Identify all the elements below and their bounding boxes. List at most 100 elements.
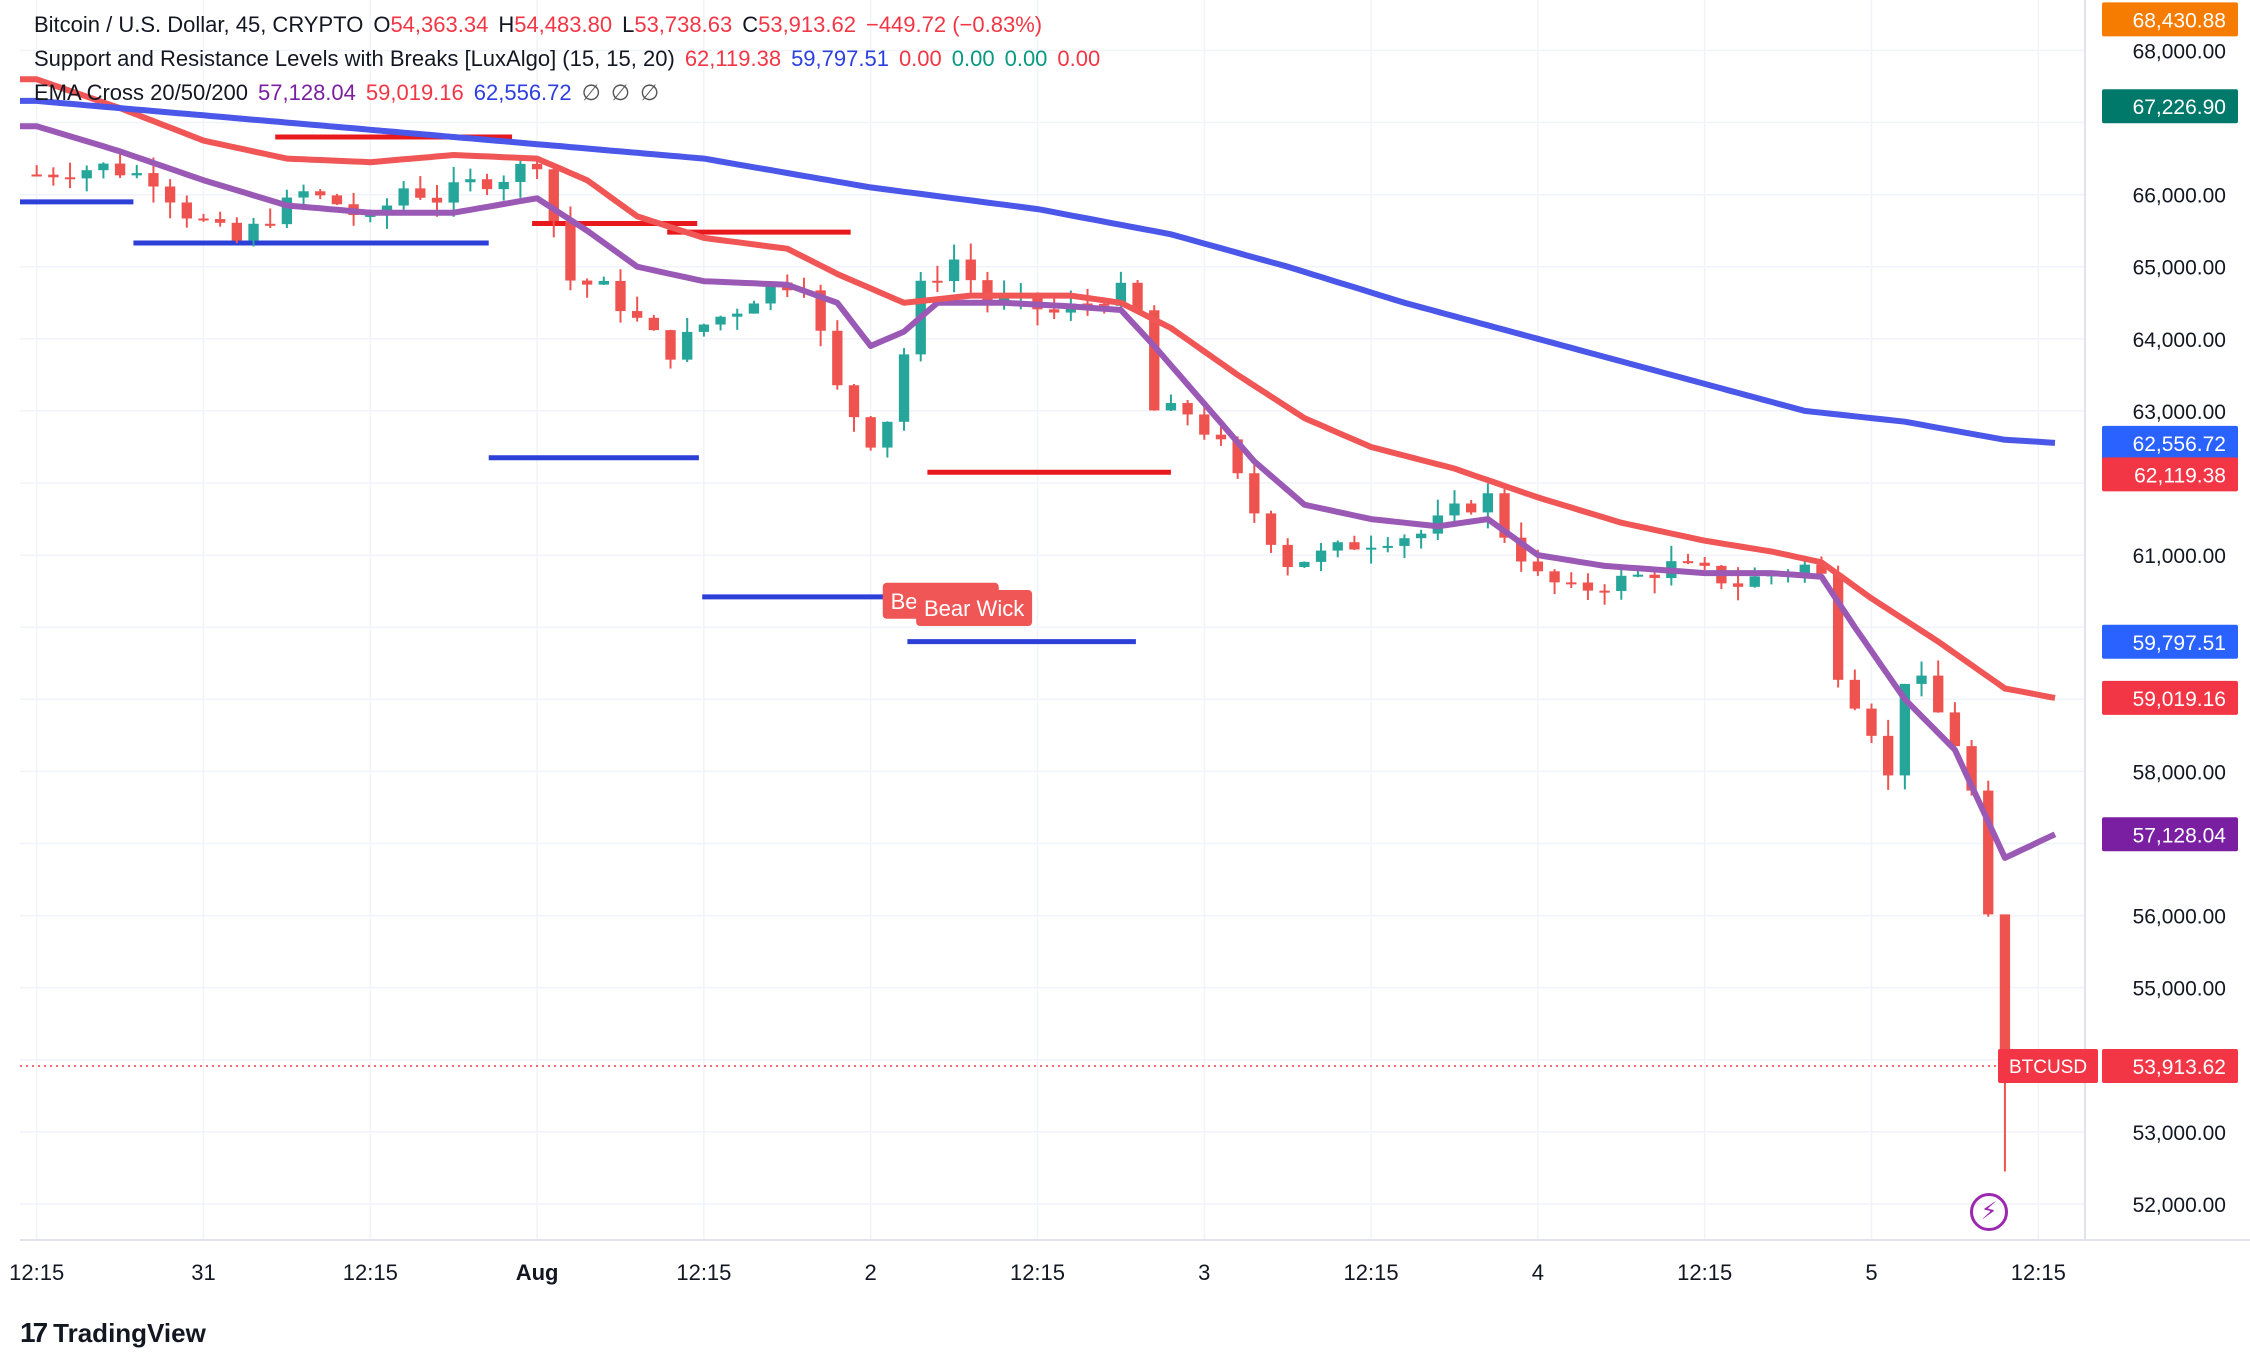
candle-body <box>1933 675 1944 713</box>
candle-body <box>1516 537 1527 562</box>
price-badge <box>2102 1048 2238 1083</box>
candle-body <box>548 169 559 221</box>
candle-body <box>1299 561 1310 567</box>
candle-body <box>1883 735 1894 776</box>
ema-empty-3: ∅ <box>639 80 660 105</box>
candle-body <box>1832 573 1844 680</box>
candle-body <box>882 421 893 448</box>
candle-body <box>214 219 226 223</box>
candle-body <box>1332 542 1343 551</box>
candle-body <box>1582 582 1594 591</box>
candle-body <box>1365 547 1377 550</box>
candle-body <box>1282 544 1293 567</box>
candle-body <box>1215 434 1227 440</box>
price-badge-label: 59,019.16 <box>2133 688 2226 711</box>
sr-value-3: 0.00 <box>898 46 942 71</box>
y-tick-label: 68,000.00 <box>2133 40 2226 63</box>
candle-body <box>1816 564 1827 574</box>
candle-body <box>148 173 159 187</box>
bear-wick-label: Bear Wick <box>916 590 1033 626</box>
candle-body <box>1232 439 1243 474</box>
y-tick-label: 61,000.00 <box>2133 545 2226 568</box>
x-tick-label: 4 <box>1532 1260 1544 1285</box>
ema-empty-1: ∅ <box>581 80 601 105</box>
y-tick-label: 52,000.00 <box>2133 1194 2226 1217</box>
x-axis-ticks: 12:15 31 12:15 Aug 12:15 2 12:15 3 12:15 4 12:15 5 1… <box>9 1260 2066 1285</box>
candle-body <box>1466 503 1477 513</box>
candle-body <box>1249 473 1260 514</box>
close-value: C53,913.62 <box>742 12 856 37</box>
legend-indicator-ema[interactable]: EMA Cross 20/50/200 57,128.04 59,019.16 … <box>34 76 1100 110</box>
x-tick-label: 5 <box>1865 1260 1877 1285</box>
candle-body <box>1182 403 1193 415</box>
symbol-badge-label: BTCUSD <box>2009 1057 2087 1078</box>
candle-body <box>31 174 42 177</box>
candle-body <box>815 290 826 331</box>
lightning-icon[interactable]: ⚡ <box>1970 1193 2008 1231</box>
indicator-sr-name[interactable]: Support and Resistance Levels with Break… <box>34 46 675 71</box>
open-value: O54,363.34 <box>373 12 489 37</box>
tradingview-brand[interactable]: 17 TradingView <box>20 1317 206 1349</box>
candle-body <box>1082 303 1093 306</box>
price-badges: 68,430.88 67,226.90 62,556.72 62,119.38 59,7… <box>2102 2 2238 1083</box>
candle-body <box>1099 303 1110 306</box>
candle-body <box>1549 571 1560 583</box>
candle-body <box>848 385 860 418</box>
legend-indicator-sr[interactable]: Support and Resistance Levels with Break… <box>34 42 1100 76</box>
candle-body <box>865 417 876 448</box>
y-tick-label: 58,000.00 <box>2133 761 2226 784</box>
price-badge <box>2102 624 2238 659</box>
candle-body <box>1649 574 1660 579</box>
ema200-line <box>20 97 2056 446</box>
x-tick-label: 31 <box>191 1260 215 1285</box>
y-tick-label: 56,000.00 <box>2133 906 2226 929</box>
tradingview-logo-icon: 17 <box>20 1317 48 1348</box>
candle-body <box>1382 545 1393 548</box>
candle-body <box>682 331 693 360</box>
candle-body <box>665 330 676 360</box>
candle-body <box>1165 403 1177 411</box>
x-tick-label: 12:15 <box>1010 1260 1065 1285</box>
candle-body <box>265 223 276 226</box>
x-tick-label: 12:15 <box>1677 1260 1732 1285</box>
candle-body <box>1032 293 1043 310</box>
candle-body <box>1415 533 1427 539</box>
candle-body <box>1899 683 1911 776</box>
candle-body <box>231 222 243 241</box>
candle-body <box>765 282 776 304</box>
ema20-value: 57,128.04 <box>258 80 356 105</box>
candle-body <box>431 197 443 203</box>
symbol-title[interactable]: Bitcoin / U.S. Dollar, 45, CRYPTO <box>34 12 364 37</box>
price-badge-label: 68,430.88 <box>2133 9 2226 32</box>
bear-wick-badge <box>916 590 1033 626</box>
price-badge <box>2102 89 2238 124</box>
low-value: L53,738.63 <box>622 12 733 37</box>
candle-body <box>1749 576 1760 587</box>
price-badge-label: 67,226.90 <box>2133 96 2226 119</box>
candle-body <box>1532 561 1544 572</box>
price-badge <box>2102 425 2238 460</box>
x-tick-label: 12:15 <box>9 1260 64 1285</box>
candle-body <box>698 324 710 332</box>
candle-body <box>1949 712 1961 747</box>
candle-body <box>748 303 760 314</box>
y-tick-label: 64,000.00 <box>2133 329 2226 352</box>
candle-body <box>1132 282 1143 311</box>
indicator-ema-name[interactable]: EMA Cross 20/50/200 <box>34 80 249 105</box>
candle-body <box>48 174 59 178</box>
candle-body <box>481 179 493 190</box>
candle-body <box>498 181 509 190</box>
candle-body <box>1983 790 1994 915</box>
price-badge <box>2102 680 2238 715</box>
candle-body <box>1449 503 1460 516</box>
sr-value-4: 0.00 <box>951 46 995 71</box>
candle-body <box>1632 574 1644 577</box>
x-tick-label: 12:15 <box>676 1260 731 1285</box>
sr-value-resistance: 62,119.38 <box>684 46 782 71</box>
x-tick-label: 12:15 <box>343 1260 398 1285</box>
price-badge-label: 57,128.04 <box>2133 824 2227 847</box>
candle-body <box>1115 282 1127 306</box>
candle-body <box>1499 493 1510 538</box>
candle-body <box>565 220 576 281</box>
